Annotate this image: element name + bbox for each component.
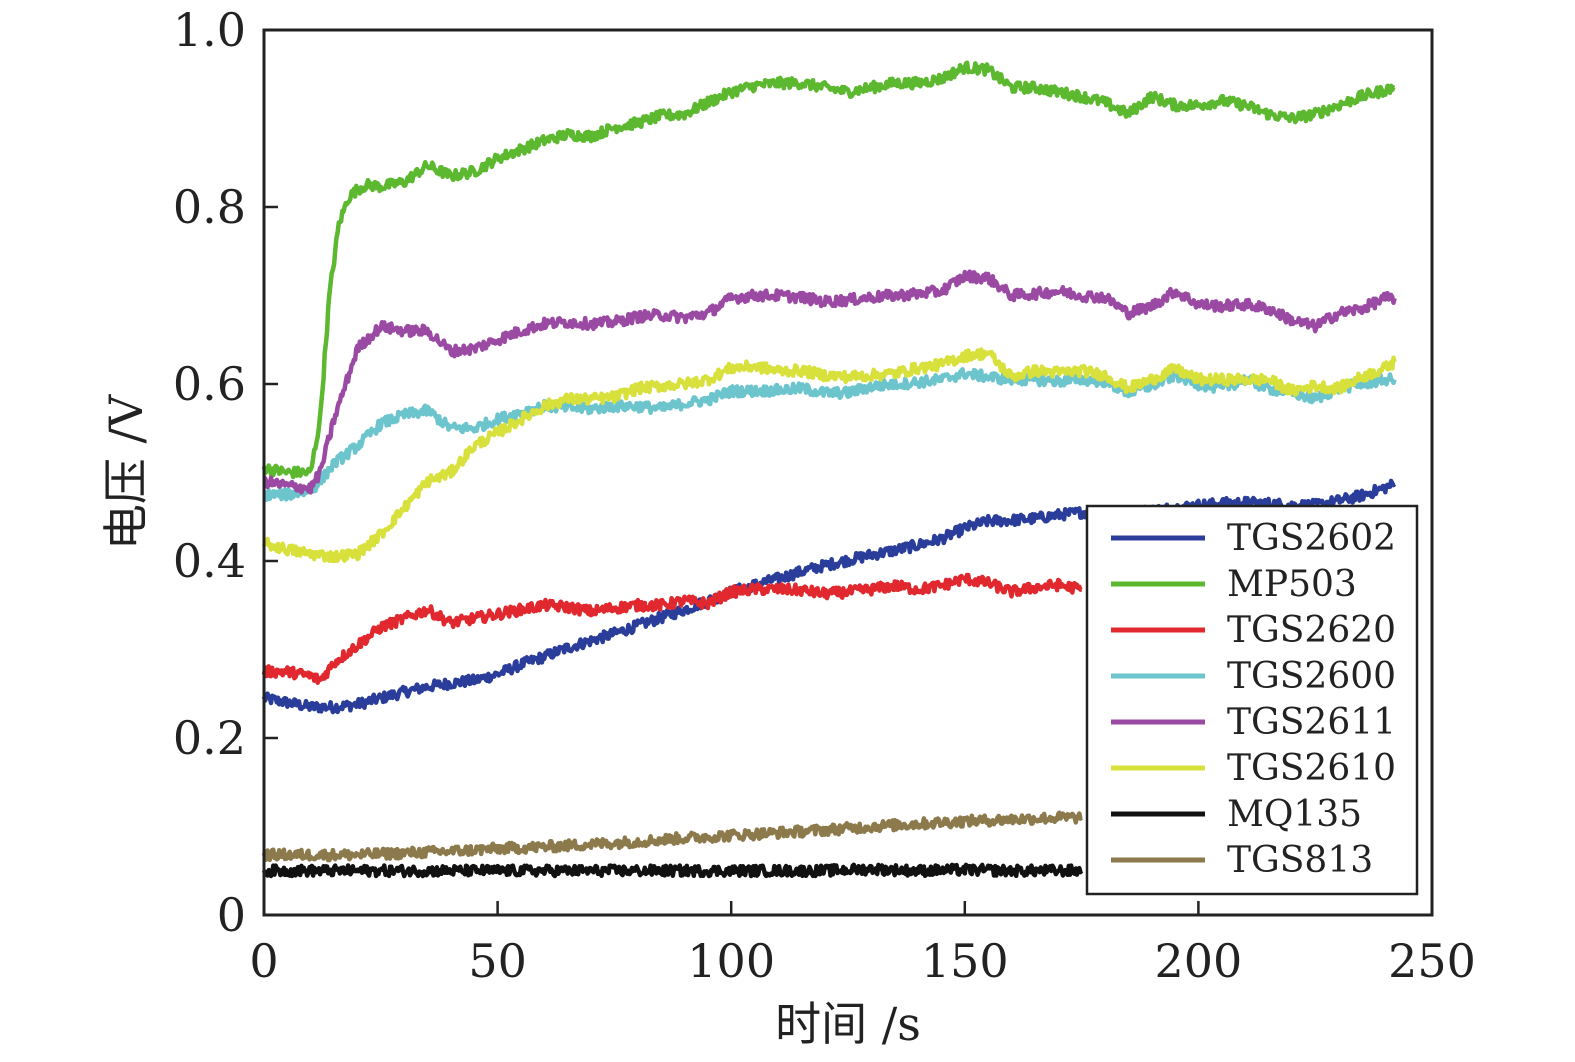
y-tick-label: 0.6 — [173, 357, 246, 411]
series-line-tgs2620 — [261, 572, 1083, 685]
y-tick-label: 0.2 — [173, 711, 246, 765]
series-line-tgs813 — [261, 810, 1084, 863]
series-line-mq135 — [261, 862, 1084, 879]
x-tick-label: 200 — [1154, 934, 1242, 988]
axes-layer: 0 50 100 150 200 250 0 0.2 0.4 0.6 0.8 1.0 — [173, 3, 1476, 988]
legend-label-tgs813: TGS813 — [1227, 840, 1373, 881]
x-tick-label: 50 — [468, 934, 527, 988]
legend-label-tgs2602: TGS2602 — [1227, 518, 1396, 559]
y-tick-label: 0.8 — [173, 180, 246, 234]
x-tick-label: 100 — [687, 934, 775, 988]
legend: TGS2602 MP503 TGS2620 TGS2600 TGS2611 TGS2610… — [1085, 504, 1419, 896]
legend-box — [1085, 504, 1419, 896]
series-line-tgs2600 — [262, 367, 1397, 503]
y-axis-title: 电压 /V — [99, 394, 153, 550]
y-tick-label: 1.0 — [173, 3, 246, 57]
x-tick-label: 250 — [1388, 934, 1476, 988]
legend-label-mp503: MP503 — [1227, 564, 1357, 605]
series-line-tgs2611 — [262, 269, 1397, 495]
y-tick-label: 0 — [217, 888, 246, 942]
legend-label-tgs2620: TGS2620 — [1227, 610, 1396, 651]
x-tick-label: 0 — [249, 934, 278, 988]
legend-label-tgs2600: TGS2600 — [1227, 656, 1396, 697]
x-axis-title: 时间 /s — [775, 997, 921, 1051]
series-line-tgs2610 — [261, 347, 1397, 564]
series-line-mp503 — [261, 60, 1396, 480]
x-tick-label: 150 — [921, 934, 1009, 988]
legend-label-tgs2610: TGS2610 — [1227, 748, 1396, 789]
legend-label-mq135: MQ135 — [1227, 794, 1362, 835]
plot-frame — [262, 28, 1434, 917]
y-tick-label: 0.4 — [173, 534, 246, 588]
legend-label-tgs2611: TGS2611 — [1227, 702, 1396, 743]
